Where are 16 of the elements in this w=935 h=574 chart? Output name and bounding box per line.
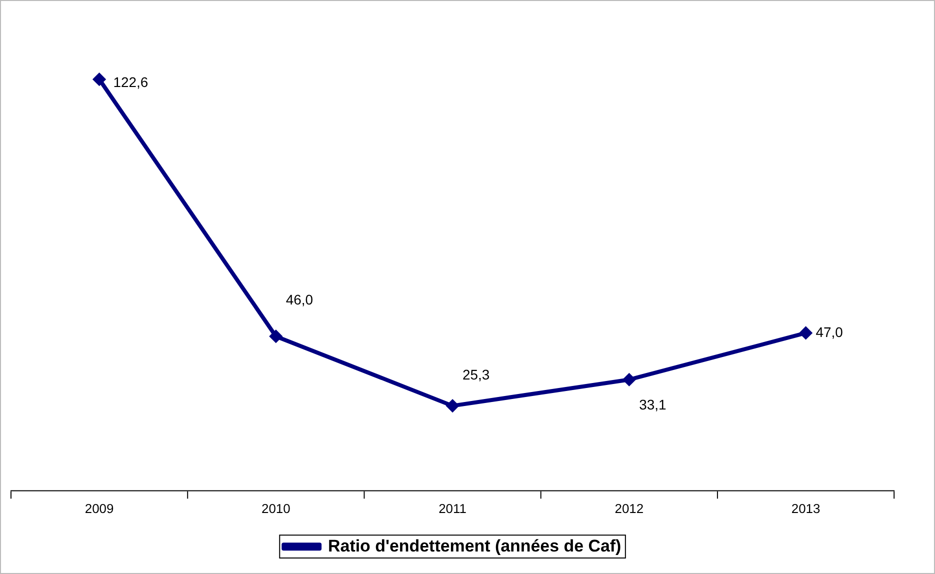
data-label: 46,0 <box>286 291 314 308</box>
point <box>93 73 106 86</box>
x-tick-label: 2013 <box>791 500 820 516</box>
data-label: 25,3 <box>462 366 490 383</box>
x-tick-label: 2012 <box>614 500 644 516</box>
point <box>623 374 636 386</box>
data-label: 122,6 <box>113 74 148 90</box>
point <box>446 400 459 412</box>
point <box>800 327 812 339</box>
data-label: 47,0 <box>816 324 844 340</box>
x-tick-label: 2009 <box>84 500 114 516</box>
x-tick-label: 2010 <box>261 500 290 516</box>
x-tick-label: 2011 <box>438 500 466 516</box>
point <box>270 330 282 342</box>
data-label: 33,1 <box>639 396 667 412</box>
legend-label: Ratio d'endettement (années de Caf) <box>328 536 622 556</box>
